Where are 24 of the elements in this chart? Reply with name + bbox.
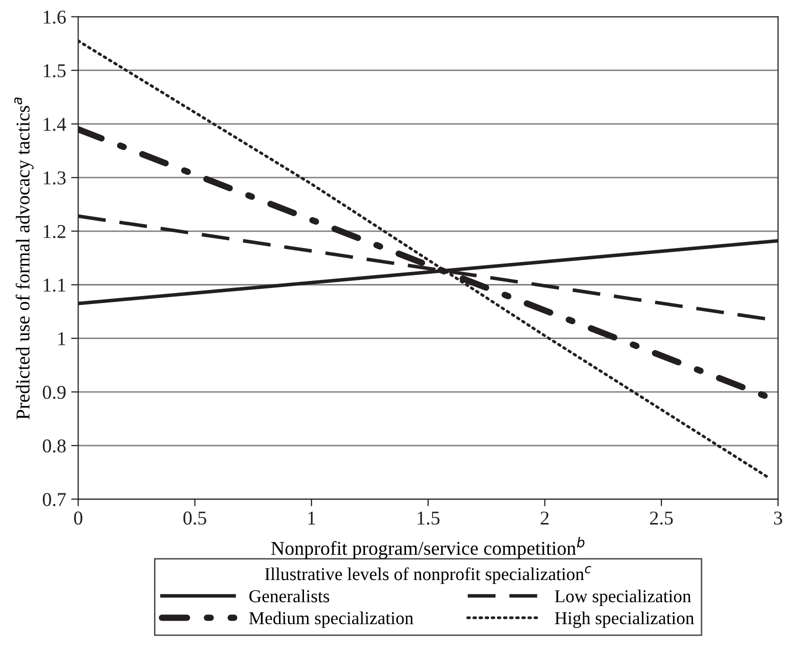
legend-label: High specialization bbox=[554, 612, 694, 628]
y-tick-label: 1.6 bbox=[44, 10, 66, 24]
legend-title: Illustrative levels of nonprofit specialization$^{c}$ bbox=[265, 566, 592, 584]
y-tick-label: 1.5 bbox=[44, 64, 66, 78]
x-tick-label: 3 bbox=[774, 512, 782, 525]
y-tick-label: 1.2 bbox=[44, 225, 66, 238]
x-tick-label: 2.5 bbox=[650, 512, 673, 525]
x-axis-title: Nonprofit program/service competition$^{b}$ bbox=[271, 536, 584, 559]
y-tick-label: 1 bbox=[58, 332, 66, 346]
y-tick-label: 0.7 bbox=[42, 492, 66, 506]
legend-label: Low specialization bbox=[554, 590, 692, 606]
legend-label: Generalists bbox=[249, 590, 330, 602]
y-tick-label: 1.4 bbox=[44, 118, 66, 131]
y-tick-label: 1.3 bbox=[44, 171, 66, 185]
y-tick-label: 0.9 bbox=[42, 386, 66, 399]
y-tick-label: 0.8 bbox=[42, 439, 66, 453]
legend-label: Medium specialization bbox=[249, 612, 414, 628]
x-tick-label: 0.5 bbox=[183, 512, 206, 525]
x-tick-label: 1 bbox=[308, 512, 316, 524]
y-tick-label: 1.1 bbox=[44, 278, 66, 292]
x-tick-label: 0 bbox=[74, 512, 82, 525]
x-tick-label: 2 bbox=[540, 512, 549, 524]
x-tick-label: 1.5 bbox=[418, 512, 440, 525]
y-axis-title: Predicted use of formal advocacy tactics$^{a}$ bbox=[14, 98, 34, 420]
